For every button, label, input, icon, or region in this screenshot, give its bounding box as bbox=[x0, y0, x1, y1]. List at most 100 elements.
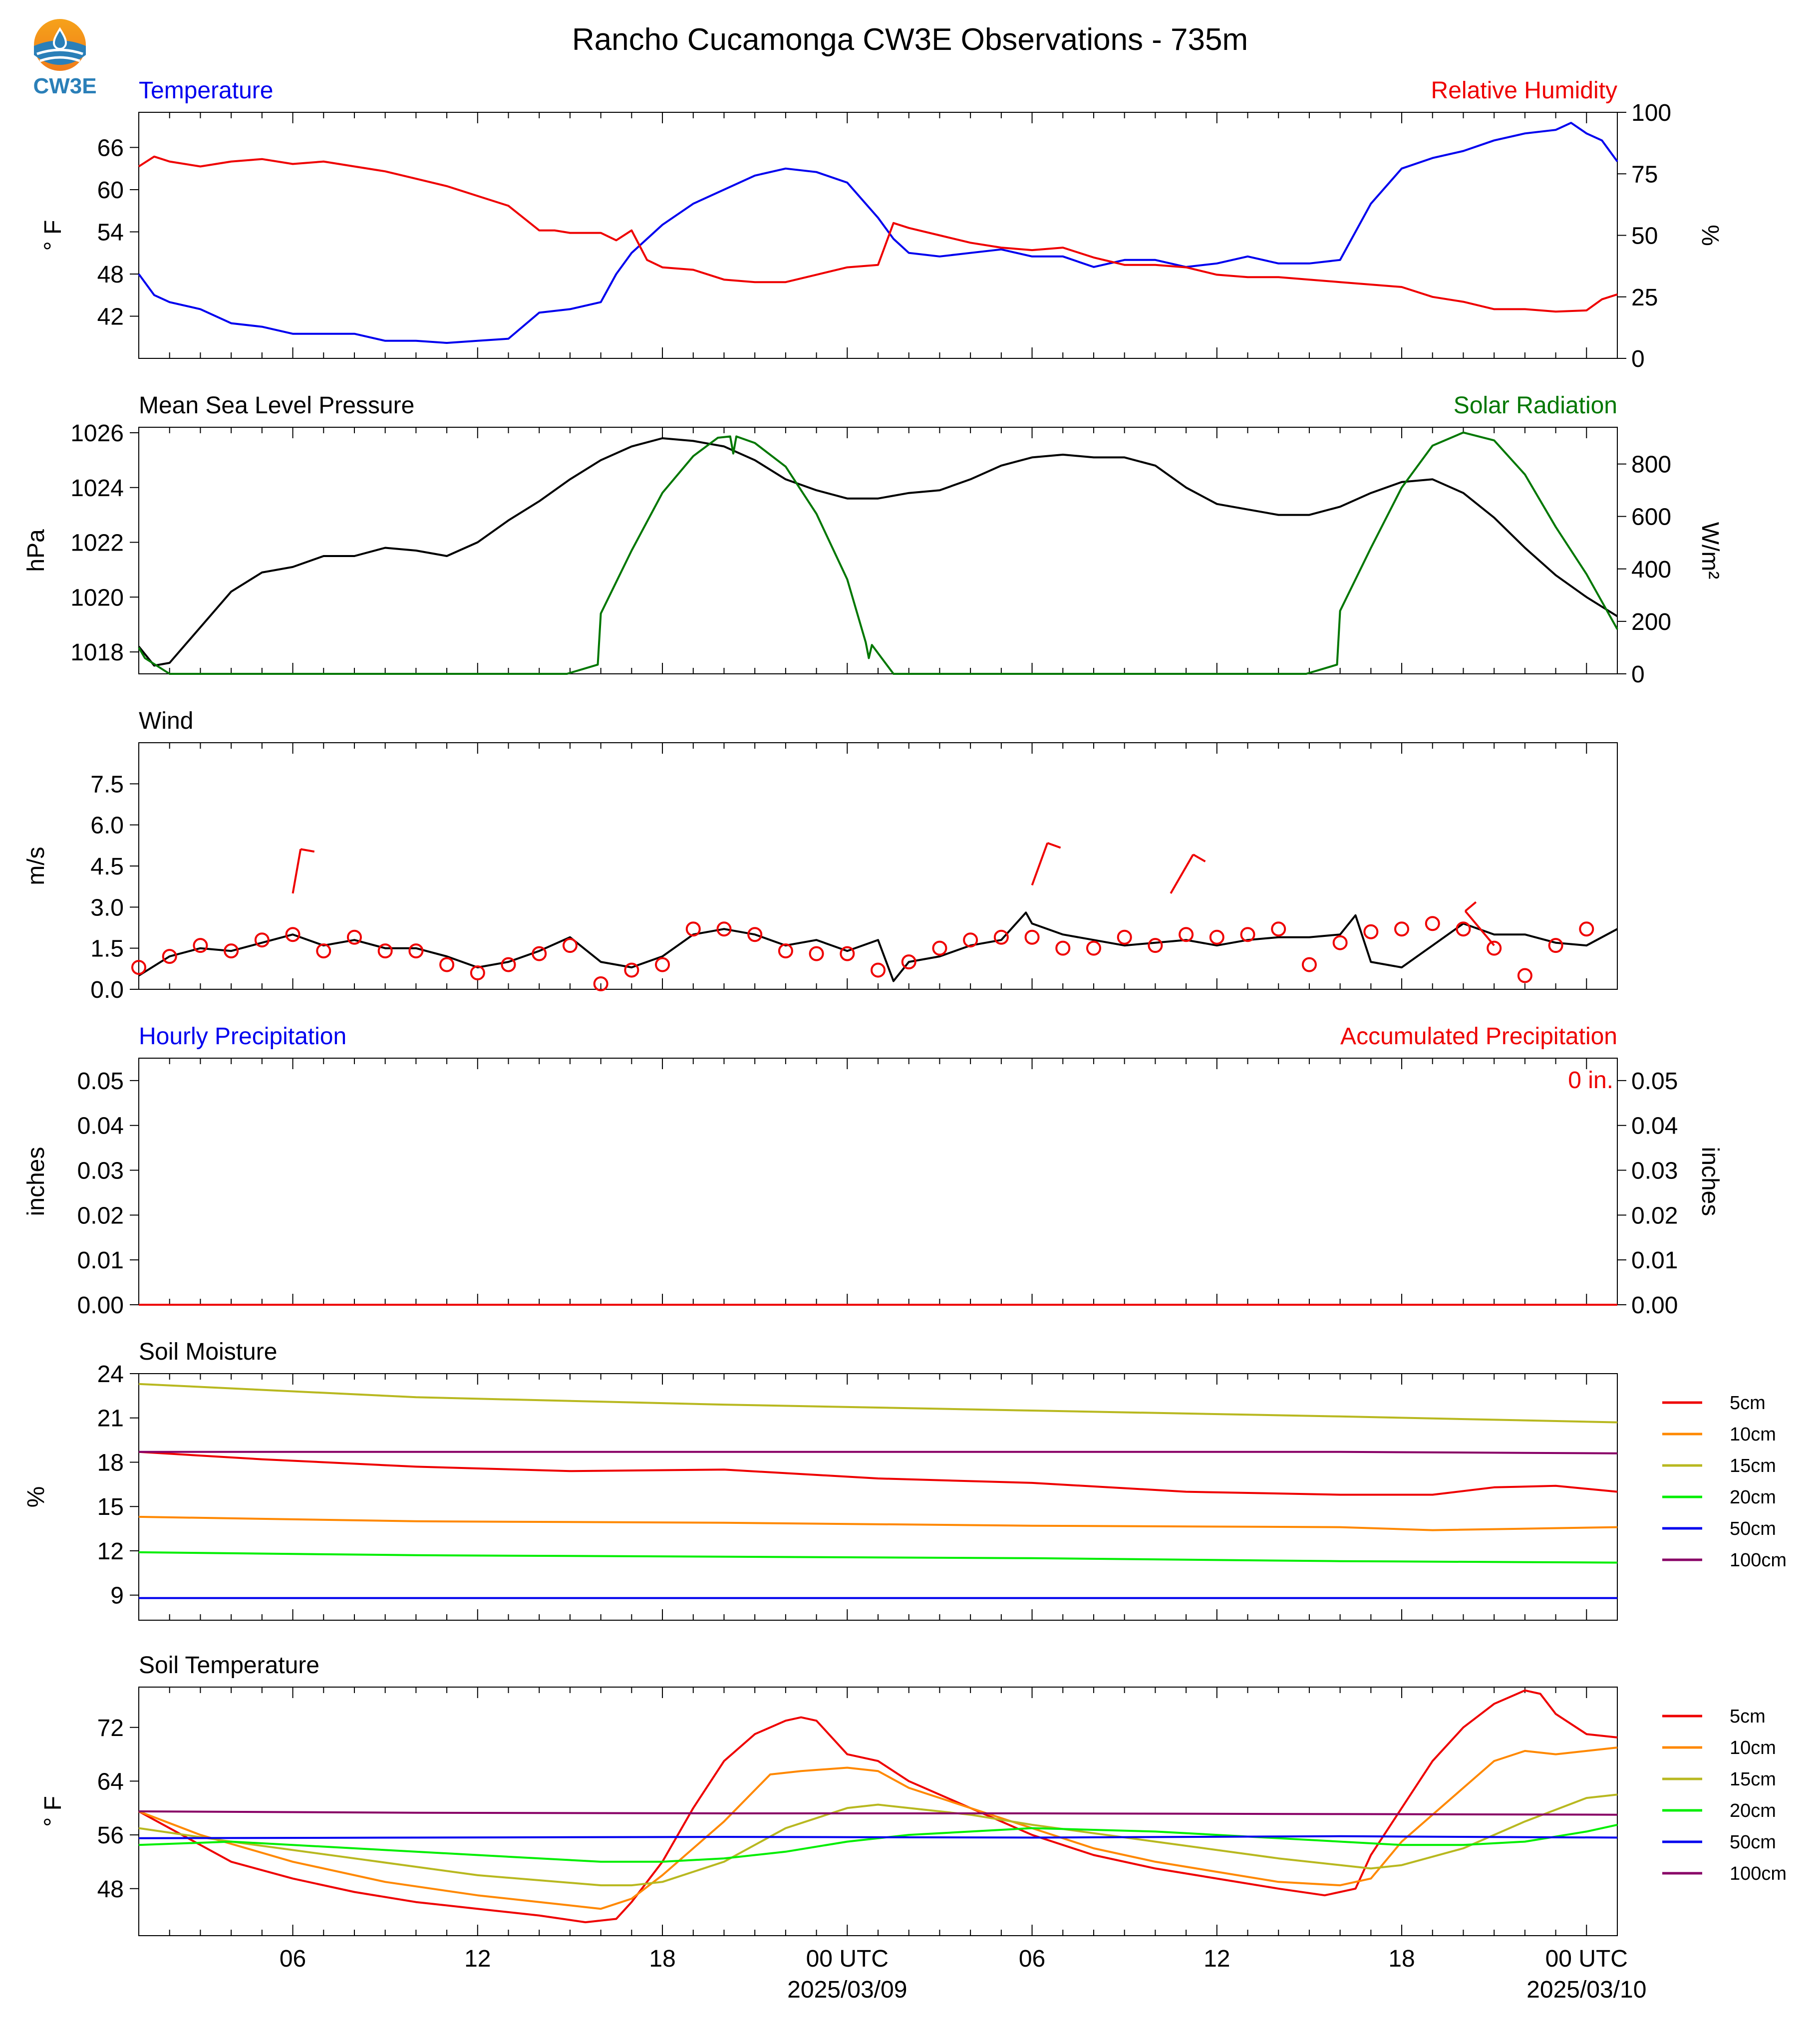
y-axis-label: ° F bbox=[40, 1796, 66, 1827]
wind-mean-point bbox=[1579, 921, 1594, 937]
wind-barb-staff bbox=[1031, 843, 1049, 886]
y-tick-label: 18 bbox=[97, 1449, 124, 1476]
wind-mean-point bbox=[377, 943, 393, 959]
wind-barb bbox=[292, 848, 315, 894]
x-date-label: 2025/03/10 bbox=[1526, 1977, 1646, 2003]
wind-mean-point bbox=[562, 938, 578, 953]
wind-mean-point bbox=[655, 957, 670, 972]
wind-mean-point bbox=[162, 949, 177, 964]
x-tick-label: 00 UTC bbox=[1545, 1946, 1628, 1972]
y-tick-label-right: 50 bbox=[1631, 223, 1658, 250]
y-tick-label: 1020 bbox=[70, 584, 124, 611]
y-tick-label: 72 bbox=[97, 1715, 124, 1741]
x-tick-label: 12 bbox=[464, 1946, 491, 1972]
wind-barb-flag bbox=[1465, 901, 1477, 912]
legend-label: 50cm bbox=[1730, 1518, 1776, 1539]
wind-mean-point bbox=[224, 943, 239, 959]
y-tick-label-right: 0.02 bbox=[1631, 1202, 1678, 1229]
wind-mean-point bbox=[1179, 927, 1194, 942]
y-tick-label-right: 0.03 bbox=[1631, 1158, 1678, 1184]
y-tick-label-right: 0 bbox=[1631, 346, 1645, 372]
wind-mean-point bbox=[593, 976, 608, 992]
y-tick-label: 66 bbox=[97, 135, 124, 161]
y-tick-label: 48 bbox=[97, 1876, 124, 1903]
wind-mean-point bbox=[1425, 916, 1440, 931]
y-tick-label-right: 0.01 bbox=[1631, 1247, 1678, 1274]
series-line-15cm bbox=[138, 1793, 1618, 1887]
series-line-5cm bbox=[138, 1689, 1618, 1924]
y-tick-label: 1018 bbox=[70, 639, 124, 666]
x-date-label: 2025/03/09 bbox=[787, 1977, 907, 2003]
y-tick-label: 1.5 bbox=[90, 936, 124, 962]
y-tick-label: 0.01 bbox=[77, 1247, 124, 1274]
legend-label: 10cm bbox=[1730, 1738, 1776, 1758]
y-tick-label-right: 400 bbox=[1631, 557, 1671, 583]
y-axis-label: ° F bbox=[40, 220, 66, 251]
panel-6: Soil Temperature 48 56 64 72 ° F 5cm 10cm 15cm 20… bbox=[40, 1652, 1787, 1936]
wind-barb-flag bbox=[1193, 854, 1206, 863]
y-tick-label: 48 bbox=[97, 262, 124, 288]
wind-mean-point bbox=[1487, 940, 1502, 956]
accumulated-precip-annotation: 0 in. bbox=[1568, 1067, 1613, 1094]
panel-title-left: Mean Sea Level Pressure bbox=[139, 392, 414, 419]
series-line-5cm bbox=[138, 1450, 1618, 1496]
y-tick-label-right: 75 bbox=[1631, 161, 1658, 188]
y-tick-label-right: 0 bbox=[1631, 661, 1645, 688]
legend-label: 100cm bbox=[1730, 1863, 1787, 1884]
wind-barb-staff bbox=[1464, 910, 1495, 946]
wind-mean-point bbox=[1024, 929, 1040, 945]
panel-title-right: Solar Radiation bbox=[1454, 392, 1617, 419]
panel-frame bbox=[138, 112, 1618, 359]
wind-barb bbox=[1170, 854, 1206, 894]
wind-mean-point bbox=[1148, 938, 1163, 953]
y-tick-label: 1022 bbox=[70, 530, 124, 557]
legend-label: 15cm bbox=[1730, 1769, 1776, 1790]
wind-mean-point bbox=[778, 943, 793, 959]
wind-barb bbox=[1031, 842, 1061, 886]
panel-title-left: Temperature bbox=[139, 77, 273, 104]
series-line-relative-humidity bbox=[138, 155, 1618, 313]
wind-mean-point bbox=[1517, 968, 1532, 983]
wind-barb bbox=[1464, 901, 1495, 946]
y-tick-label: 54 bbox=[97, 219, 124, 246]
y-axis-label: hPa bbox=[23, 529, 49, 572]
wind-mean-point bbox=[840, 946, 855, 961]
wind-mean-point bbox=[285, 927, 301, 942]
series-line-100cm bbox=[138, 1810, 1618, 1816]
x-tick-label: 18 bbox=[649, 1946, 675, 1972]
y-tick-label: 4.5 bbox=[90, 854, 124, 880]
y-tick-label: 6.0 bbox=[90, 813, 124, 839]
wind-mean-point bbox=[532, 946, 547, 961]
wind-mean-point bbox=[316, 943, 331, 959]
y-tick-label: 42 bbox=[97, 303, 124, 330]
x-tick-label: 06 bbox=[1019, 1946, 1045, 1972]
x-tick-label: 06 bbox=[280, 1946, 306, 1972]
wind-mean-point bbox=[1456, 921, 1471, 937]
y-tick-label-right: 800 bbox=[1631, 452, 1671, 478]
y-tick-label: 7.5 bbox=[90, 771, 124, 798]
y-tick-label-right: 0.04 bbox=[1631, 1113, 1678, 1140]
y-tick-label: 3.0 bbox=[90, 894, 124, 921]
series-line-10cm bbox=[138, 1746, 1618, 1910]
y-tick-label: 60 bbox=[97, 177, 124, 204]
panel-frame bbox=[138, 742, 1618, 990]
y-tick-label: 21 bbox=[97, 1406, 124, 1432]
wind-mean-point bbox=[716, 921, 732, 937]
y-tick-label-right: 100 bbox=[1631, 100, 1671, 126]
wind-mean-point bbox=[1363, 924, 1379, 939]
series-line-mean-sea-level-pressure bbox=[138, 437, 1618, 667]
y-tick-label-right: 200 bbox=[1631, 609, 1671, 635]
wind-mean-point bbox=[901, 954, 916, 970]
legend: 5cm 10cm 15cm 20cm 50cm 100cm bbox=[1662, 1393, 1787, 1571]
wind-mean-point bbox=[809, 946, 824, 961]
y-tick-label: 15 bbox=[97, 1494, 124, 1520]
wind-mean-point bbox=[624, 962, 639, 978]
legend-label: 5cm bbox=[1730, 1393, 1766, 1414]
legend: 5cm 10cm 15cm 20cm 50cm 100cm bbox=[1662, 1706, 1787, 1884]
x-tick-label: 18 bbox=[1388, 1946, 1415, 1972]
y-axis-label-right: inches bbox=[1697, 1147, 1723, 1216]
y-tick-label: 64 bbox=[97, 1768, 124, 1795]
panel-frame bbox=[138, 1373, 1618, 1621]
y-tick-label-right: 0.00 bbox=[1631, 1292, 1678, 1319]
panel-title-right: Accumulated Precipitation bbox=[1340, 1023, 1617, 1050]
